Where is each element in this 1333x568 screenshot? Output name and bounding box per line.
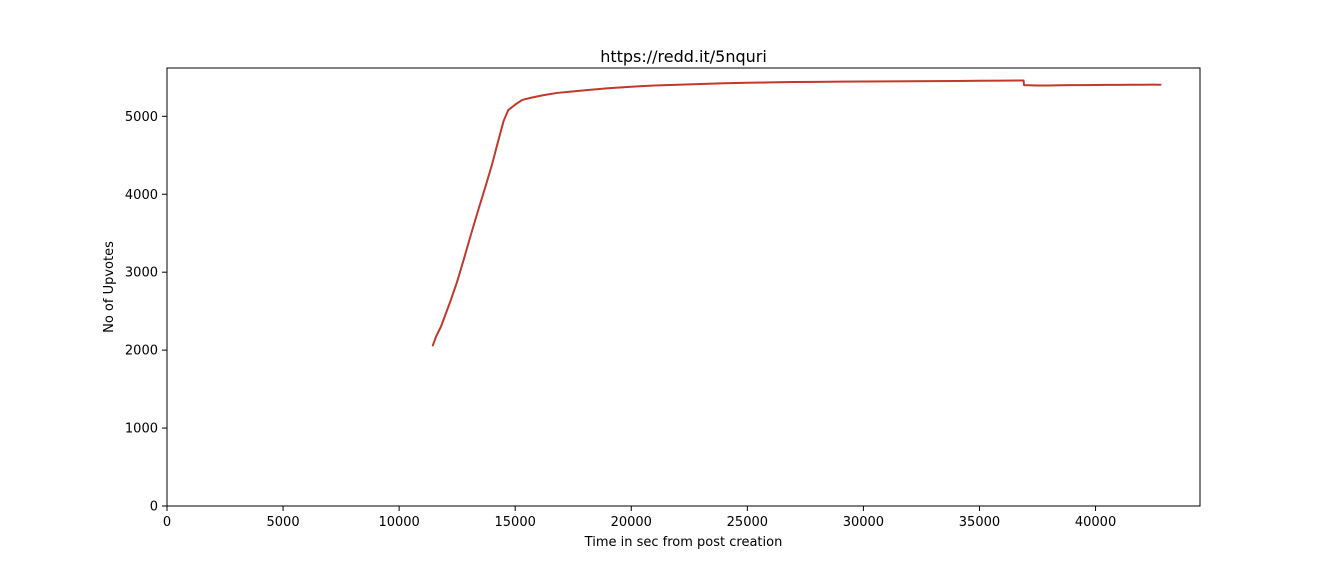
chart-title: https://redd.it/5nquri <box>600 47 767 66</box>
y-tick-label: 0 <box>150 500 158 515</box>
axes-frame <box>166 67 1201 507</box>
y-tick-label: 4000 <box>125 188 158 203</box>
series-layer <box>431 79 1162 347</box>
x-tick-label: 10000 <box>378 515 419 530</box>
x-tick-label: 35000 <box>959 515 1000 530</box>
y-axis: 0 1000 2000 3000 4000 5000 <box>125 110 167 515</box>
x-tick-label: 25000 <box>727 515 768 530</box>
x-tick-label: 40000 <box>1075 515 1116 530</box>
y-tick-label: 3000 <box>125 266 158 281</box>
y-axis-label: No of Upvotes <box>102 241 117 333</box>
x-tick-label: 5000 <box>267 515 300 530</box>
series-line-upvotes <box>431 79 1162 347</box>
x-tick-label: 0 <box>163 515 171 530</box>
x-tick-label: 20000 <box>611 515 652 530</box>
x-tick-label: 30000 <box>843 515 884 530</box>
plot-area <box>167 68 1200 506</box>
x-tick-label: 15000 <box>495 515 536 530</box>
x-axis-label: Time in sec from post creation <box>584 535 783 550</box>
y-tick-label: 1000 <box>125 422 158 437</box>
y-tick-label: 2000 <box>125 344 158 359</box>
y-tick-label: 5000 <box>125 110 158 125</box>
x-axis: 0 5000 10000 15000 20000 25000 30000 35000 40000 <box>163 506 1116 530</box>
